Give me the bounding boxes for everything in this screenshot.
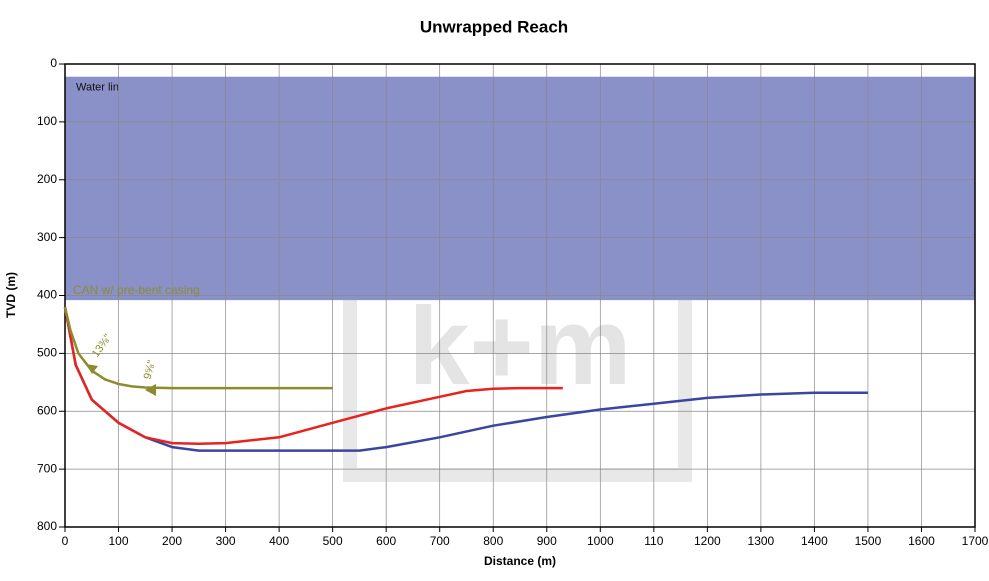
- x-tick-label: 400: [269, 534, 289, 548]
- x-tick-label: 1300: [748, 534, 775, 548]
- watermark: k+m: [408, 285, 631, 408]
- x-tick-label: 0: [62, 534, 69, 548]
- y-tick-label: 300: [37, 230, 57, 244]
- x-tick-label: 1600: [908, 534, 935, 548]
- x-tick-label: 900: [537, 534, 557, 548]
- region-label: Water lin: [76, 82, 119, 94]
- x-tick-label: 1700: [962, 534, 989, 548]
- x-tick-label: 800: [483, 534, 503, 548]
- annotation: 13⅜": [90, 332, 114, 360]
- x-axis-title: Distance (m): [484, 554, 556, 568]
- water-region: [65, 76, 975, 301]
- arrow-head: [145, 384, 156, 396]
- y-tick-label: 100: [37, 114, 57, 128]
- x-tick-label: 600: [376, 534, 396, 548]
- x-tick-label: 1200: [694, 534, 721, 548]
- x-tick-label: 1500: [855, 534, 882, 548]
- x-tick-label: 1000: [587, 534, 614, 548]
- y-tick-label: 500: [37, 346, 57, 360]
- plot-frame: [64, 63, 976, 528]
- x-tick-label: 100: [109, 534, 129, 548]
- x-tick-label: 300: [216, 534, 236, 548]
- x-tick-label: 1400: [801, 534, 828, 548]
- y-tick-label: 700: [37, 461, 57, 475]
- x-tick-label: 700: [430, 534, 450, 548]
- x-tick-label: 500: [323, 534, 343, 548]
- y-tick-label: 600: [37, 403, 57, 417]
- y-axis-title: TVD (m): [4, 272, 18, 318]
- series-label: CAN w/ pre-bent casing: [73, 283, 200, 297]
- x-tick-label: 110: [644, 534, 663, 548]
- series-line: [63, 306, 563, 445]
- y-tick-label: 800: [37, 519, 57, 533]
- y-tick-label: 0: [50, 56, 57, 70]
- annotation: 9⅝": [142, 359, 159, 381]
- series-line: [63, 306, 333, 390]
- y-tick-label: 400: [37, 288, 57, 302]
- arrow-head: [86, 364, 98, 374]
- x-tick-label: 200: [162, 534, 182, 548]
- y-tick-label: 200: [37, 172, 57, 186]
- chart-title: Unwrapped Reach: [420, 17, 568, 36]
